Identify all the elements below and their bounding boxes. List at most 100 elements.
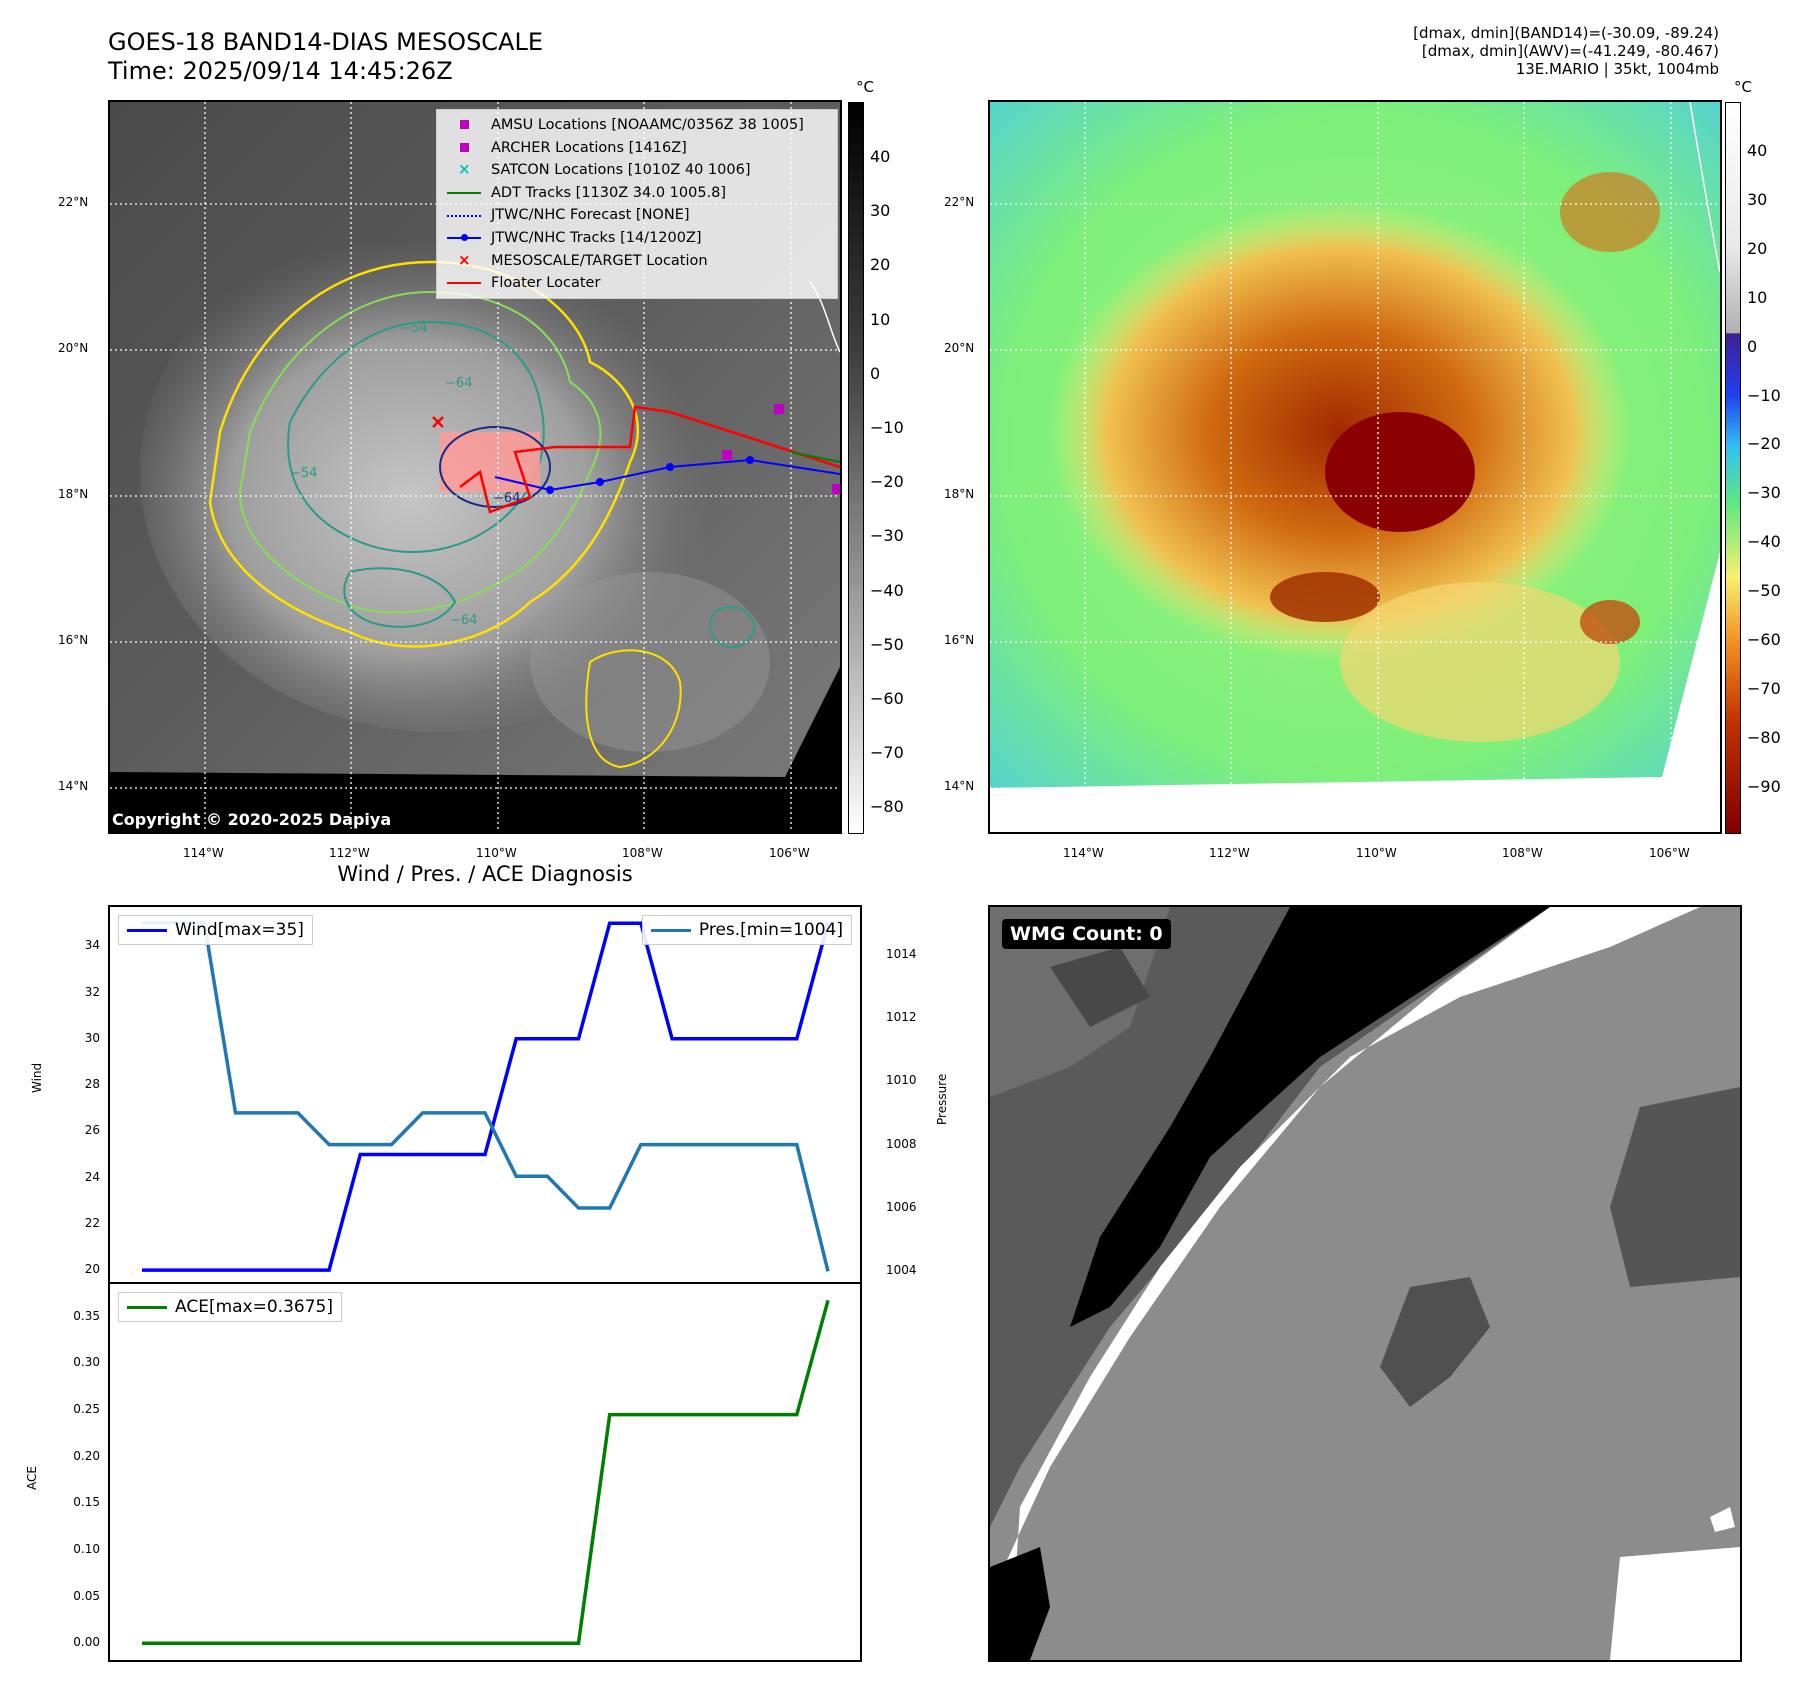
wind-tick-label: 20 [84, 1262, 100, 1277]
info-band14-range: [dmax, dmin](BAND14)=(-30.09, -89.24) [1413, 24, 1719, 42]
lon-label: 106°W [1649, 846, 1690, 860]
lon-label: 114°W [1063, 846, 1104, 860]
info-storm-status: 13E.MARIO | 35kt, 1004mb [1515, 60, 1719, 78]
ace-chart [141, 1299, 830, 1645]
pressure-legend: Pres.[min=1004] [641, 915, 852, 945]
lon-label: 106°W [769, 846, 810, 860]
x-marker-icon: × [458, 160, 471, 179]
lon-label: 114°W [183, 846, 224, 860]
wind-line-icon [127, 928, 167, 932]
pressure-legend-label: Pres.[min=1004] [698, 920, 843, 940]
dot-marker-icon [461, 234, 468, 242]
ace-tick-label: 0.15 [73, 1495, 100, 1510]
ace-tick-label: 0.00 [73, 1635, 100, 1650]
colorbar-right-tick-label: 40 [1747, 141, 1768, 160]
colorbar-left-tick-label: −10 [870, 418, 904, 437]
lon-label: 112°W [1209, 846, 1250, 860]
wind-pressure-panel: Wind[max=35] Pres.[min=1004] [108, 905, 862, 1282]
pressure-tick-label: 1014 [886, 946, 917, 961]
colorbar-right-tick-label: −70 [1747, 678, 1781, 698]
colorbar-right-unit: °C [1734, 78, 1752, 96]
contour-label: −64 [493, 491, 520, 506]
ace-tick-label: 0.10 [73, 1541, 100, 1556]
ace-legend-label: ACE[max=0.3675] [175, 1297, 333, 1317]
dotted-line-icon [447, 214, 481, 217]
archer-marker [774, 404, 784, 414]
pressure-axis-label: Pressure [935, 1073, 949, 1125]
colorbar-left-unit: °C [856, 78, 874, 96]
colorbar-left-tick-label: −20 [870, 472, 904, 492]
legend-label: ADT Tracks [1130Z 34.0 1005.8] [491, 184, 727, 201]
lat-label: 16°N [944, 633, 975, 647]
map-grid-right [990, 102, 1720, 832]
legend-label: AMSU Locations [NOAAMC/0356Z 38 1005] [491, 117, 804, 133]
legend-label: MESOSCALE/TARGET Location [491, 252, 708, 269]
lon-label: 112°W [329, 846, 370, 860]
contour-label: −64 [450, 613, 477, 628]
colorbar-right-tick-label: −60 [1747, 630, 1781, 649]
ace-line-icon [127, 1305, 167, 1309]
storm-cloud [1050, 202, 1630, 662]
colorbar-right-tick-label: −10 [1747, 385, 1781, 405]
ace-tick-label: 0.20 [73, 1448, 100, 1463]
legend-label: SATCON Locations [1010Z 40 1006] [491, 162, 751, 179]
colorbar-right-tick-label: 20 [1747, 238, 1768, 258]
colorbar-left-tick-label: −40 [870, 580, 904, 600]
colorbar-right-tick-label: −40 [1747, 532, 1781, 552]
colorbar-right-tick-label: −20 [1747, 434, 1781, 454]
wind-tick-label: 30 [84, 1030, 100, 1045]
ace-axis-label: ACE [25, 1466, 39, 1490]
lon-label: 108°W [622, 846, 663, 860]
map-legend: AMSU Locations [NOAAMC/0356Z 38 1005] AR… [436, 109, 838, 299]
colorbar-left [848, 102, 864, 834]
square-marker-icon [460, 142, 469, 152]
awv-map [990, 102, 1720, 832]
contour-label: −54 [290, 466, 317, 481]
colorbar-left-tick-label: 20 [870, 255, 891, 275]
wind-pressure-chart [141, 921, 830, 1272]
ace-legend: ACE[max=0.3675] [118, 1292, 342, 1322]
lat-label: 18°N [944, 487, 975, 501]
colorbar-left-tick-label: −80 [870, 797, 904, 817]
line-icon [447, 192, 481, 195]
cold-core [1325, 412, 1475, 532]
series-line-0 [142, 1299, 830, 1645]
legend-item-target: × MESOSCALE/TARGET Location [445, 250, 829, 273]
wmg-count-badge: WMG Count: 0 [1002, 919, 1171, 949]
colorbar-left-tick-label: 40 [870, 147, 891, 166]
lat-label: 14°N [58, 779, 89, 793]
ir-map-panel: −54 −64 −54 −64 −64 Copyright © 2020-202… [108, 100, 842, 834]
wind-tick-label: 32 [84, 984, 100, 999]
adt-track [789, 451, 840, 463]
colorbar-right-tick-label: −90 [1747, 776, 1781, 796]
jtwc-track [494, 458, 840, 492]
pressure-tick-label: 1006 [886, 1199, 917, 1214]
wind-tick-label: 26 [84, 1123, 100, 1138]
colorbar-right-tick-label: −80 [1747, 727, 1781, 747]
pressure-tick-label: 1010 [886, 1073, 917, 1088]
lat-label: 20°N [58, 341, 89, 355]
wind-axis-label: Wind [30, 1062, 44, 1093]
wind-tick-label: 22 [84, 1215, 100, 1230]
storm-info: [dmax, dmin](BAND14)=(-30.09, -89.24) [d… [1413, 24, 1719, 78]
contour-yellow [208, 260, 640, 648]
copyright-notice: Copyright © 2020-2025 Dapiya [112, 810, 392, 829]
lon-label: 110°W [476, 846, 517, 860]
legend-item-floater: Floater Locater [445, 272, 829, 295]
colorbar-left-tick-label: 30 [870, 201, 891, 221]
pressure-line-icon [650, 928, 691, 932]
ace-tick-label: 0.35 [73, 1308, 100, 1323]
contour-label: −54 [400, 321, 427, 336]
series-line-0 [142, 921, 830, 1272]
wmg-image [990, 907, 1740, 1660]
colorbar-left-tick-label: 10 [870, 309, 891, 329]
lon-label: 108°W [1502, 846, 1543, 860]
contour-labels: −54 −64 −54 −64 −64 [290, 321, 520, 628]
wind-legend: Wind[max=35] [118, 915, 313, 945]
colorbar-left-tick-label: −70 [870, 743, 904, 763]
colorbar-right-tick-label: 10 [1747, 287, 1768, 307]
contour-green [238, 290, 602, 614]
legend-item-satcon: × SATCON Locations [1010Z 40 1006] [445, 159, 829, 182]
floater-locater-line [459, 405, 840, 514]
legend-label: Floater Locater [491, 275, 601, 292]
